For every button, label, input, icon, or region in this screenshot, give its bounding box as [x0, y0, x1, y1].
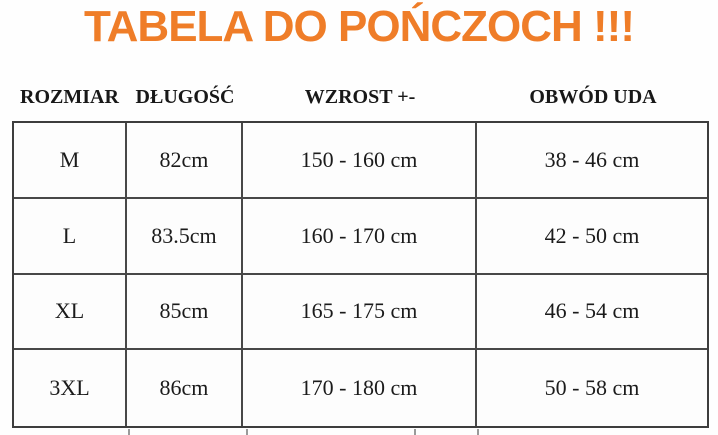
table-cell-length: 83.5cm — [127, 198, 243, 275]
table-cell-thigh: 38 - 46 cm — [477, 123, 707, 199]
page-title: TABELA DO POŃCZOCH !!! — [84, 2, 635, 51]
scan-artifact-tick — [128, 429, 130, 435]
table-cell-height: 165 - 175 cm — [243, 274, 477, 351]
table-cell-thigh: 50 - 58 cm — [544, 375, 640, 401]
table-cell-length: 82cm — [127, 123, 243, 199]
table-cell-size: XL — [14, 274, 127, 351]
table-cell-size: 3XL — [14, 350, 127, 426]
table-cell-thigh: 42 - 50 cm — [477, 199, 707, 275]
table-cell-size: L — [14, 198, 127, 275]
column-header-dlugosc: DŁUGOŚĆ — [135, 86, 235, 108]
scan-artifact-tick — [414, 429, 416, 435]
table-cell-length: 86cm — [127, 350, 243, 426]
column-header-wzrost: WZROST +- — [304, 86, 416, 108]
table-cell-size: M — [14, 123, 127, 199]
scan-artifact-tick — [477, 429, 479, 435]
table-cell-length: 85cm — [127, 274, 243, 351]
table-header-row: ROZMIAR DŁUGOŚĆ WZROST +- OBWÓD UDA — [12, 86, 709, 109]
column-header-rozmiar: ROZMIAR — [20, 86, 119, 108]
table-cell-height: 150 - 160 cm — [243, 123, 477, 199]
table-cell-height: 170 - 180 cm — [243, 350, 477, 426]
scan-artifact-tick — [246, 429, 248, 435]
table-cell-thigh: 46 - 54 cm — [477, 275, 707, 351]
table-cell-height: 160 - 170 cm — [243, 198, 477, 275]
column-header-obwod-uda: OBWÓD UDA — [529, 86, 657, 108]
size-table: M 82cm 150 - 160 cm 38 - 46 cm L 83.5cm … — [12, 121, 709, 428]
